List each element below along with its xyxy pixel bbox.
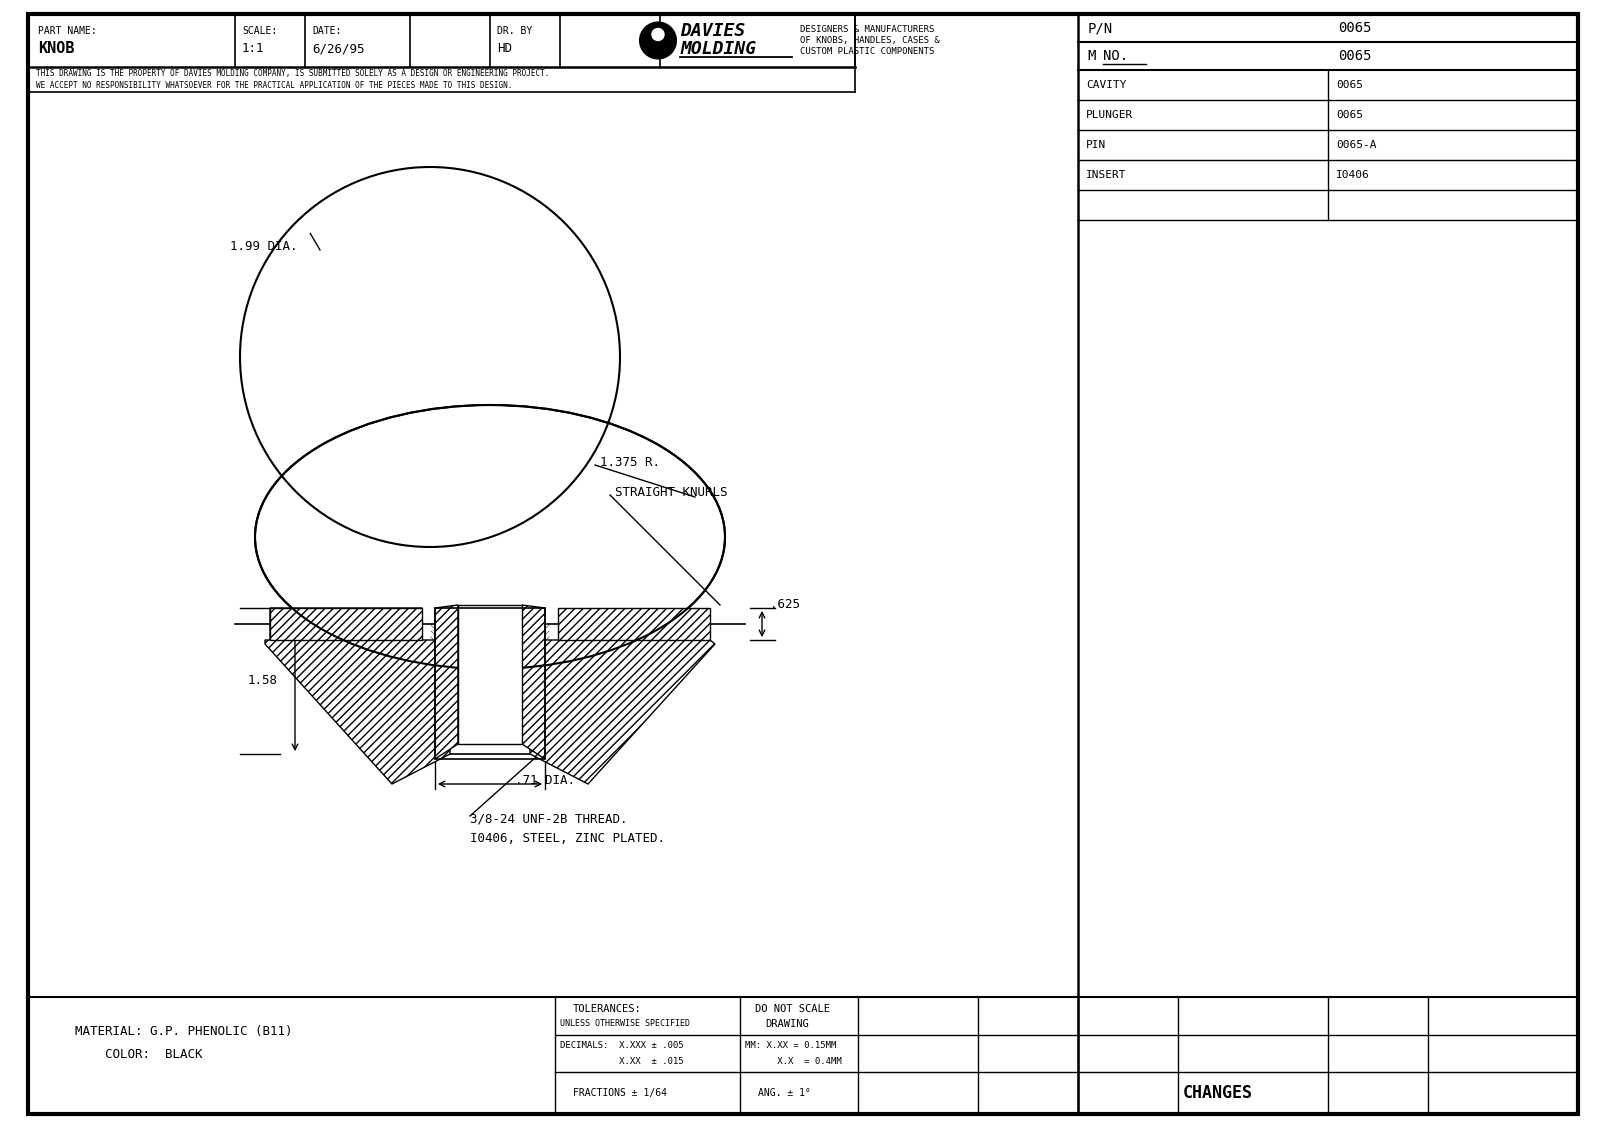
Text: ANG. ± 1°: ANG. ± 1° [758, 1088, 811, 1098]
Text: 0065: 0065 [1336, 80, 1363, 91]
Text: CAVITY: CAVITY [1086, 80, 1126, 91]
Text: CHANGES: CHANGES [1182, 1084, 1253, 1101]
Text: 6/26/95: 6/26/95 [312, 42, 365, 55]
Text: DAVIES: DAVIES [680, 23, 746, 41]
Text: X.XX  ± .015: X.XX ± .015 [560, 1057, 683, 1066]
Text: 0065: 0065 [1338, 22, 1371, 35]
Text: 0065: 0065 [1338, 49, 1371, 63]
Text: P/N: P/N [1088, 22, 1114, 35]
Text: UNLESS OTHERWISE SPECIFIED: UNLESS OTHERWISE SPECIFIED [560, 1020, 690, 1029]
Text: NO.: NO. [1102, 49, 1128, 63]
Text: X.X  = 0.4MM: X.X = 0.4MM [746, 1057, 842, 1066]
Text: 1.58: 1.58 [248, 675, 278, 687]
Text: HD: HD [498, 42, 512, 55]
Bar [435, 608, 546, 758]
Text: 1:1: 1:1 [242, 42, 264, 55]
Text: CUSTOM PLASTIC COMPONENTS: CUSTOM PLASTIC COMPONENTS [800, 48, 934, 55]
Text: PIN: PIN [1086, 140, 1106, 151]
Text: DR. BY: DR. BY [498, 26, 533, 35]
Text: DATE:: DATE: [312, 26, 341, 35]
Polygon shape [270, 608, 422, 640]
Text: DECIMALS:  X.XXX ± .005: DECIMALS: X.XXX ± .005 [560, 1041, 683, 1050]
Text: PLUNGER: PLUNGER [1086, 110, 1133, 120]
Polygon shape [522, 604, 546, 758]
Text: MOLDING: MOLDING [680, 41, 757, 59]
Text: M: M [1088, 49, 1104, 63]
Text: DESIGNERS & MANUFACTURERS: DESIGNERS & MANUFACTURERS [800, 25, 934, 34]
Text: MATERIAL: G.P. PHENOLIC (B11): MATERIAL: G.P. PHENOLIC (B11) [75, 1026, 293, 1038]
Text: KNOB: KNOB [38, 41, 75, 55]
Text: 0065-A: 0065-A [1336, 140, 1376, 151]
Text: DO NOT SCALE: DO NOT SCALE [755, 1004, 830, 1014]
Polygon shape [266, 608, 450, 784]
Text: MM: X.XX = 0.15MM: MM: X.XX = 0.15MM [746, 1041, 837, 1050]
Text: I0406, STEEL, ZINC PLATED.: I0406, STEEL, ZINC PLATED. [470, 832, 666, 846]
Circle shape [640, 23, 675, 59]
Bar [458, 604, 522, 744]
Text: .71 DIA.: .71 DIA. [515, 774, 574, 788]
Text: FRACTIONS ± 1/64: FRACTIONS ± 1/64 [573, 1088, 667, 1098]
Text: 1.99 DIA.: 1.99 DIA. [230, 240, 298, 254]
Text: WE ACCEPT NO RESPONSIBILITY WHATSOEVER FOR THE PRACTICAL APPLICATION OF THE PIEC: WE ACCEPT NO RESPONSIBILITY WHATSOEVER F… [35, 82, 512, 91]
Polygon shape [530, 640, 715, 784]
Text: 0065: 0065 [1336, 110, 1363, 120]
Text: .625: .625 [770, 599, 800, 611]
Ellipse shape [254, 405, 725, 669]
Text: STRAIGHT KNURLS: STRAIGHT KNURLS [614, 486, 728, 498]
Text: SCALE:: SCALE: [242, 26, 277, 35]
Text: DRAWING: DRAWING [765, 1019, 808, 1029]
Text: OF KNOBS, HANDLES, CASES &: OF KNOBS, HANDLES, CASES & [800, 36, 939, 45]
Text: COLOR:  BLACK: COLOR: BLACK [75, 1047, 203, 1061]
Circle shape [653, 28, 664, 41]
Text: 1.375 R.: 1.375 R. [600, 455, 661, 469]
Text: TOLERANCES:: TOLERANCES: [573, 1004, 642, 1014]
Polygon shape [558, 608, 710, 640]
Text: THIS DRAWING IS THE PROPERTY OF DAVIES MOLDING COMPANY, IS SUBMITTED SOLELY AS A: THIS DRAWING IS THE PROPERTY OF DAVIES M… [35, 69, 549, 78]
Text: I0406: I0406 [1336, 170, 1370, 180]
Text: 3/8-24 UNF-2B THREAD.: 3/8-24 UNF-2B THREAD. [470, 813, 627, 825]
Polygon shape [435, 604, 458, 758]
Text: PART NAME:: PART NAME: [38, 26, 96, 35]
Text: INSERT: INSERT [1086, 170, 1126, 180]
